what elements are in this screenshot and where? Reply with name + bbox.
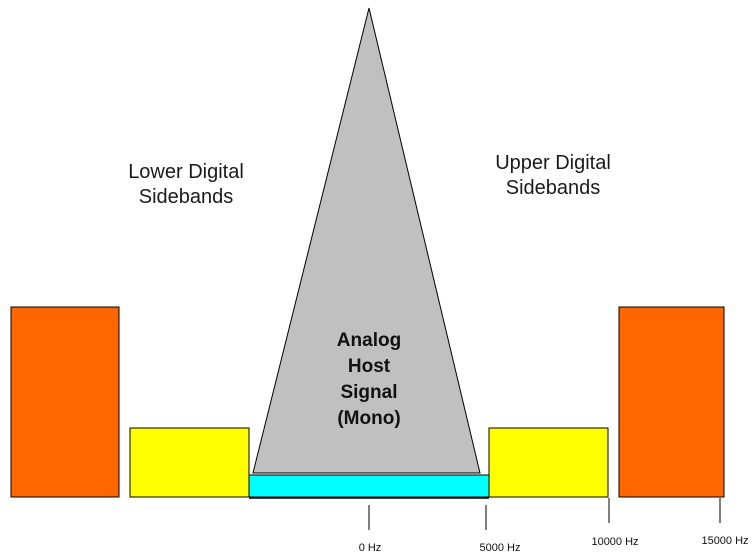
lower-label-line-2: Sidebands	[139, 186, 234, 208]
analog-label-line-2: Host	[348, 356, 391, 377]
lower-sidebands-label: Lower Digital Sidebands	[128, 161, 244, 208]
tertiary-band	[248, 474, 490, 498]
analog-label-line-1: Analog	[337, 330, 401, 351]
tick-label-15000-hz: 15000 Hz	[701, 535, 748, 547]
lower-primary-sideband	[10, 306, 120, 498]
analog-signal-label: Analog Host Signal (Mono)	[337, 330, 401, 429]
tick-label-5000-hz: 5000 Hz	[480, 542, 521, 554]
tick-label-10000-hz: 10000 Hz	[591, 536, 638, 548]
frequency-axis: 0 Hz 5000 Hz 10000 Hz 15000 Hz	[359, 498, 749, 554]
upper-secondary-sideband	[488, 427, 609, 498]
analog-host-signal	[252, 7, 481, 474]
lower-label-line-1: Lower Digital	[128, 161, 244, 183]
lower-secondary-sideband	[129, 427, 250, 498]
upper-label-line-1: Upper Digital	[495, 152, 611, 174]
tick-label-0-hz: 0 Hz	[359, 542, 382, 554]
upper-primary-sideband	[618, 306, 725, 498]
analog-label-line-4: (Mono)	[337, 408, 400, 429]
upper-label-line-2: Sidebands	[506, 177, 601, 199]
upper-sidebands-label: Upper Digital Sidebands	[495, 152, 611, 199]
analog-label-line-3: Signal	[340, 382, 397, 403]
